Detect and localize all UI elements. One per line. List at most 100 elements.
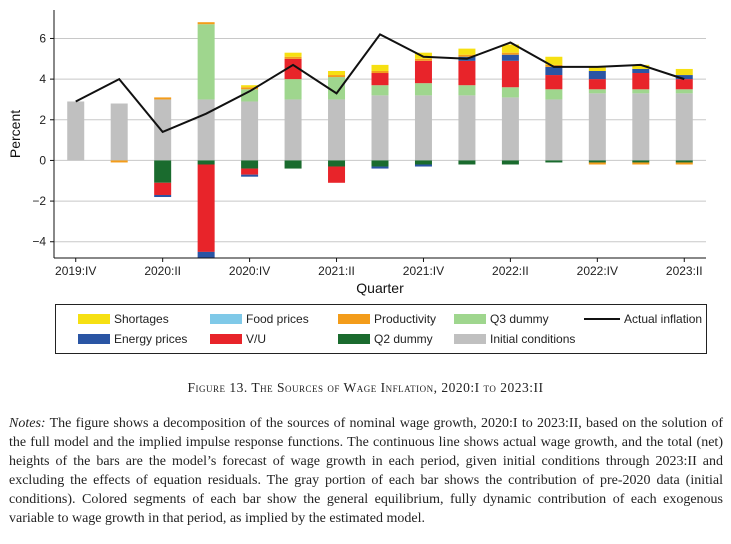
- bar-segment: [241, 89, 259, 102]
- bar-segment: [371, 64, 389, 71]
- bar-segment: [675, 79, 693, 90]
- bar-segment: [588, 66, 606, 71]
- notes-text: The figure shows a decomposition of the …: [9, 416, 723, 526]
- y-tick-label: 6: [39, 31, 46, 45]
- bar-segment: [241, 160, 259, 169]
- legend-label: Q3 dummy: [490, 312, 549, 326]
- bar-segment: [197, 251, 215, 258]
- y-axis-title: Percent: [7, 110, 23, 158]
- bar-segment: [675, 93, 693, 161]
- bar-segment: [501, 54, 519, 61]
- bar-segment: [197, 164, 215, 252]
- bar-segment: [241, 101, 259, 161]
- bar-segment: [371, 95, 389, 161]
- bar-segment: [328, 75, 346, 78]
- bar-segment: [632, 68, 650, 74]
- bar-segment: [328, 70, 346, 76]
- bar-segment: [458, 160, 476, 165]
- x-tick-label: 2019:IV: [55, 264, 96, 278]
- bar-segment: [371, 85, 389, 96]
- legend-item-productivity: Productivity: [338, 312, 436, 326]
- legend-item-q3-dummy: Q3 dummy: [454, 312, 549, 326]
- figure-caption: Figure 13. The Sources of Wage Inflation…: [187, 380, 544, 395]
- bar-segment: [284, 56, 302, 59]
- y-tick-label: 2: [39, 113, 46, 127]
- bar-segment: [414, 58, 432, 61]
- bar-segment: [675, 89, 693, 94]
- actual-inflation-line: [75, 33, 685, 134]
- bar-segment: [197, 160, 215, 165]
- bar-segment: [197, 22, 215, 25]
- bar-segment: [284, 99, 302, 161]
- bar-segment: [414, 60, 432, 84]
- bar-segment: [414, 83, 432, 96]
- legend-item-energy-prices: Energy prices: [78, 332, 187, 346]
- q2-dummy-swatch: [338, 334, 370, 344]
- bar-segment: [632, 89, 650, 94]
- legend-item-actual-inflation: Actual inflation: [584, 312, 702, 326]
- bar-segment: [501, 60, 519, 88]
- legend-label: Food prices: [246, 312, 309, 326]
- bar-segment: [284, 79, 302, 100]
- bar-segment: [675, 160, 693, 163]
- legend-label: Energy prices: [114, 332, 188, 346]
- bar-segment: [328, 160, 346, 167]
- bar-segment: [414, 164, 432, 167]
- bar-segment: [154, 97, 172, 100]
- bar-segment: [371, 73, 389, 86]
- y-tick-label: 0: [39, 153, 46, 167]
- bar-segment: [632, 73, 650, 90]
- x-axis-title: Quarter: [356, 280, 404, 296]
- v-u-swatch: [210, 334, 242, 344]
- actual-inflation-line-key: [584, 318, 620, 320]
- bar-segment: [545, 56, 563, 65]
- bar-segment: [241, 168, 259, 175]
- bar-segment: [458, 95, 476, 161]
- bar-segment: [67, 101, 85, 161]
- bar-segment: [588, 93, 606, 161]
- bar-segment: [632, 93, 650, 161]
- bar-segment: [284, 52, 302, 57]
- bar-segment: [458, 48, 476, 55]
- legend-label: Productivity: [374, 312, 437, 326]
- bar-segment: [588, 162, 606, 165]
- figure-notes: Notes: The figure shows a decomposition …: [9, 414, 723, 528]
- bar-segment: [371, 70, 389, 74]
- legend-item-shortages: Shortages: [78, 312, 169, 326]
- bar-segment: [328, 99, 346, 161]
- bar-segment: [154, 182, 172, 195]
- chart-legend: Shortages Food prices Productivity Q3 du…: [55, 304, 707, 354]
- bar-segment: [545, 99, 563, 161]
- wage-inflation-chart: 6 4 2 0 −2 −4 2019:IV 2020:II 2020:IV 2021:II 2021…: [7, 10, 706, 296]
- bar-segment: [632, 160, 650, 163]
- x-tick-label: 2022:II: [492, 264, 529, 278]
- bar-segment: [328, 166, 346, 183]
- productivity-swatch: [338, 314, 370, 324]
- bar-segment: [675, 162, 693, 165]
- bar-segment: [632, 162, 650, 165]
- bar-segment: [675, 75, 693, 80]
- y-tick-label: −2: [32, 194, 46, 208]
- q3-dummy-swatch: [454, 314, 486, 324]
- bar-segment: [588, 89, 606, 94]
- bar-segment: [632, 64, 650, 69]
- x-tick-label: 2021:IV: [403, 264, 444, 278]
- legend-label: V/U: [246, 332, 267, 346]
- bar-segment: [501, 160, 519, 165]
- bar-segment: [154, 99, 172, 161]
- energy-prices-swatch: [78, 334, 110, 344]
- y-tick-label: −4: [32, 235, 46, 249]
- bar-segment: [284, 58, 302, 80]
- bar-segment: [197, 99, 215, 161]
- shortages-swatch: [78, 314, 110, 324]
- bar-segment: [110, 160, 128, 163]
- legend-item-q2-dummy: Q2 dummy: [338, 332, 433, 346]
- bar-segment: [501, 97, 519, 161]
- bar-segment: [414, 160, 432, 165]
- bar-segment: [458, 85, 476, 96]
- bar-segment: [545, 66, 563, 76]
- bar-segment: [458, 60, 476, 86]
- food-prices-swatch: [210, 314, 242, 324]
- bar-segment: [241, 87, 259, 90]
- bar-segment: [588, 70, 606, 80]
